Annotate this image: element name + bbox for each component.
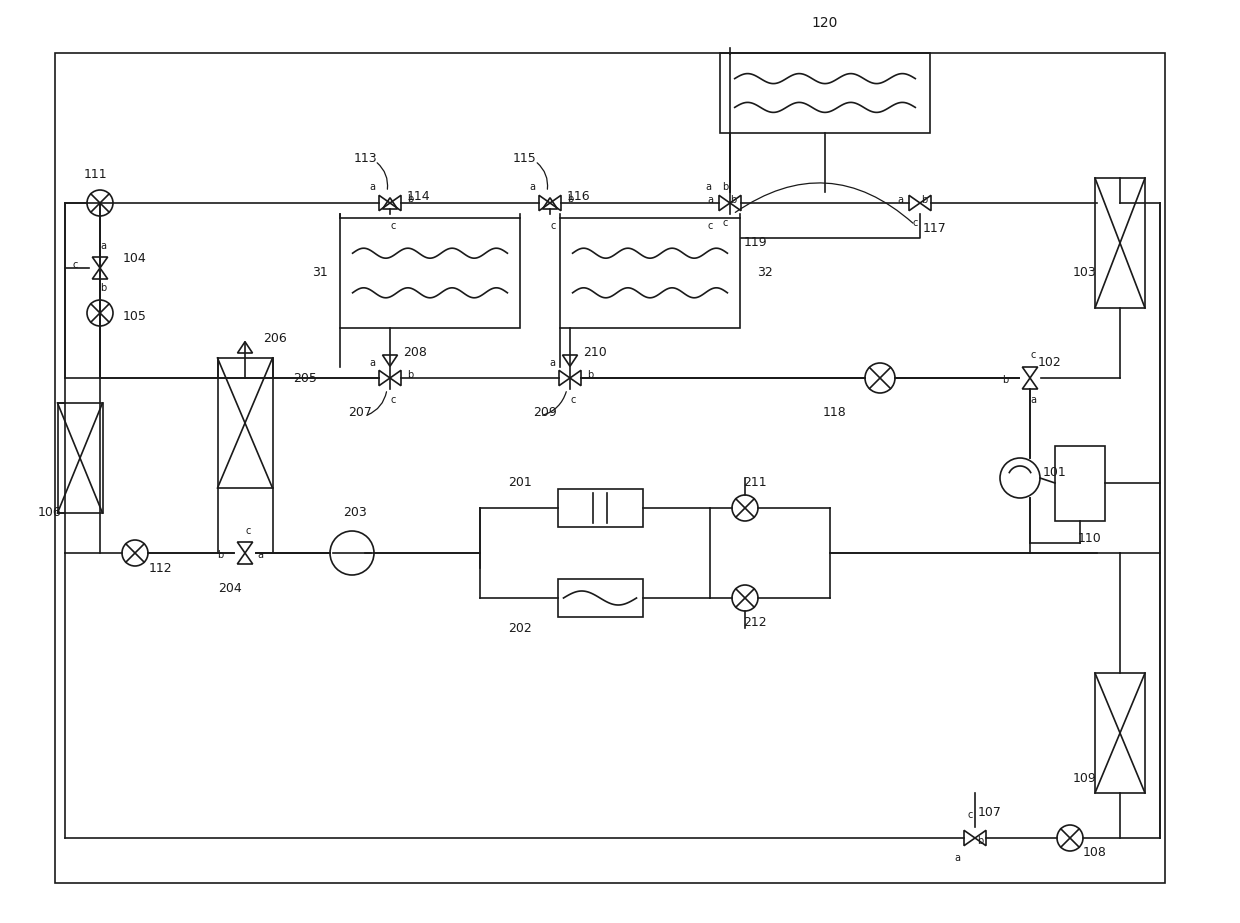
Bar <box>1055 446 1105 521</box>
Text: c: c <box>723 218 728 228</box>
Text: 118: 118 <box>823 406 847 419</box>
Text: b: b <box>587 370 593 380</box>
Bar <box>340 218 520 328</box>
Bar <box>64 203 100 378</box>
Text: c: c <box>72 260 78 270</box>
Bar <box>558 579 642 617</box>
Text: 201: 201 <box>508 476 532 489</box>
Text: 108: 108 <box>1083 846 1107 859</box>
Text: b: b <box>722 182 728 192</box>
Text: c: c <box>707 221 713 231</box>
Text: a: a <box>549 358 556 368</box>
Text: b: b <box>100 283 107 293</box>
Text: c: c <box>570 395 575 405</box>
Text: b: b <box>567 194 573 204</box>
Text: b: b <box>407 370 413 380</box>
Bar <box>1095 178 1145 308</box>
Text: a: a <box>706 182 711 192</box>
Text: b: b <box>730 195 737 205</box>
Text: c: c <box>391 221 396 231</box>
Text: b: b <box>921 195 928 205</box>
Text: 204: 204 <box>218 581 242 594</box>
Text: 114: 114 <box>407 189 430 202</box>
Bar <box>560 218 740 328</box>
Text: 115: 115 <box>513 151 537 164</box>
Text: 202: 202 <box>508 621 532 634</box>
Text: b: b <box>977 836 983 846</box>
Text: 203: 203 <box>343 507 367 520</box>
Text: 119: 119 <box>743 236 766 249</box>
Text: 31: 31 <box>312 267 327 280</box>
Bar <box>55 53 1166 883</box>
Bar <box>217 358 273 488</box>
Text: 102: 102 <box>1038 356 1061 369</box>
Text: 206: 206 <box>263 331 286 344</box>
Text: 209: 209 <box>533 406 557 419</box>
Text: b: b <box>407 194 413 204</box>
Text: 107: 107 <box>978 807 1002 820</box>
Text: a: a <box>370 182 374 192</box>
Text: a: a <box>257 550 263 560</box>
Text: 207: 207 <box>348 406 372 419</box>
Text: a: a <box>897 195 903 205</box>
Bar <box>558 489 642 527</box>
Text: 117: 117 <box>923 222 947 234</box>
Text: a: a <box>100 241 105 251</box>
Text: 210: 210 <box>583 346 606 359</box>
Text: c: c <box>1030 350 1035 360</box>
Text: 120: 120 <box>812 16 838 30</box>
Text: 208: 208 <box>403 346 427 359</box>
Text: 110: 110 <box>1078 532 1102 545</box>
Text: c: c <box>913 218 918 228</box>
Text: 109: 109 <box>1073 772 1097 785</box>
Text: a: a <box>370 358 374 368</box>
Bar <box>57 403 103 513</box>
Text: c: c <box>967 810 972 820</box>
Text: a: a <box>954 853 960 863</box>
Text: 211: 211 <box>743 476 766 489</box>
Text: 104: 104 <box>123 251 146 265</box>
Text: 113: 113 <box>353 151 377 164</box>
Text: 205: 205 <box>293 371 317 385</box>
Text: 212: 212 <box>743 617 766 629</box>
Text: 32: 32 <box>758 267 773 280</box>
Text: 111: 111 <box>83 169 107 182</box>
Text: 103: 103 <box>1073 267 1097 280</box>
Text: a: a <box>529 182 534 192</box>
Text: 112: 112 <box>149 561 172 574</box>
Text: 116: 116 <box>567 189 590 202</box>
Bar <box>1095 673 1145 793</box>
Text: 101: 101 <box>1043 466 1066 480</box>
Text: b: b <box>1002 375 1008 385</box>
Text: b: b <box>217 550 223 560</box>
Bar <box>720 53 930 133</box>
Text: c: c <box>246 526 250 536</box>
Text: c: c <box>551 221 556 231</box>
Text: c: c <box>391 395 396 405</box>
Text: a: a <box>1030 395 1035 405</box>
Text: a: a <box>707 195 713 205</box>
Text: 105: 105 <box>123 309 146 322</box>
Text: 106: 106 <box>38 507 62 520</box>
